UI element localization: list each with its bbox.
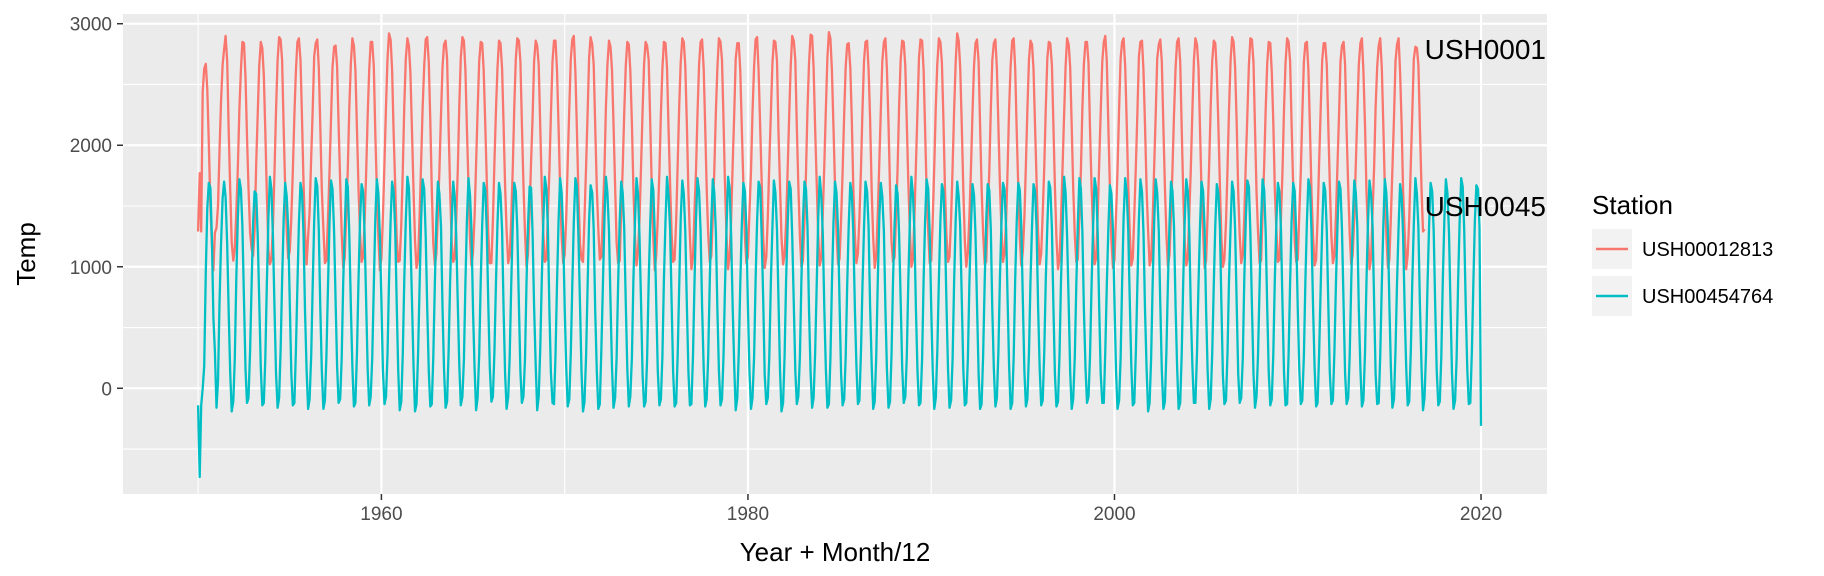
series-lines <box>196 31 1483 479</box>
x-axis-title: Year + Month/12 <box>740 537 931 567</box>
y-tick-label: 1000 <box>70 258 112 279</box>
y-tick-label: 0 <box>101 379 112 400</box>
x-tick-label: 1960 <box>360 504 402 525</box>
x-tick-label: 1980 <box>727 504 769 525</box>
series-end-labels: USH0001 USH0045 <box>1425 34 1546 222</box>
x-tick-label: 2000 <box>1093 504 1135 525</box>
series-line-2 <box>196 175 1483 479</box>
legend: Station USH00012813 USH00454764 <box>1592 190 1773 316</box>
legend-title: Station <box>1592 190 1673 220</box>
y-tick-label: 2000 <box>70 136 112 157</box>
series-line-1 <box>196 31 1426 272</box>
legend-label-series-2: USH00454764 <box>1642 286 1773 308</box>
x-axis: 1960 1980 2000 2020 <box>360 494 1502 525</box>
end-label-series-2: USH0045 <box>1425 191 1546 222</box>
y-axis-title: Temp <box>11 222 41 286</box>
legend-label-series-1: USH00012813 <box>1642 239 1773 261</box>
y-axis: 0 1000 2000 3000 <box>70 15 123 400</box>
y-tick-label: 3000 <box>70 15 112 36</box>
x-tick-label: 2020 <box>1460 504 1502 525</box>
end-label-series-1: USH0001 <box>1425 34 1546 65</box>
